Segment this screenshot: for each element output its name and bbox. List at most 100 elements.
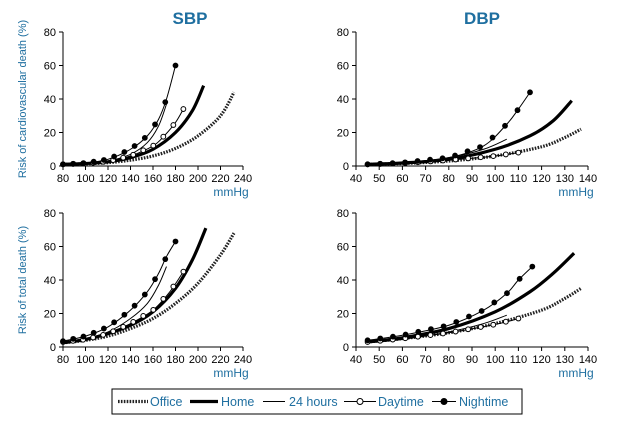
data-point	[131, 302, 138, 309]
y-tick-label: 60	[44, 61, 56, 73]
data-point	[121, 311, 128, 318]
x-tick-label: 60	[396, 354, 408, 366]
x-tick-label: 120	[532, 173, 550, 185]
data-point	[452, 152, 458, 159]
series-office	[367, 127, 582, 166]
x-tick-label: 70	[419, 354, 431, 366]
series-line	[367, 252, 576, 344]
x-tick-label: 240	[234, 173, 252, 185]
data-point	[364, 161, 371, 168]
x-tick-label: 220	[211, 354, 229, 366]
data-point	[111, 319, 118, 326]
x-tick-label: 140	[121, 173, 139, 185]
x-tick-label: 130	[556, 173, 574, 185]
data-point	[172, 238, 179, 245]
data-point	[141, 134, 148, 141]
x-tick-label: 200	[189, 173, 207, 185]
data-point	[377, 160, 383, 167]
data-point	[402, 159, 408, 166]
data-point	[364, 337, 371, 344]
data-point	[515, 149, 522, 156]
y-tick-label: 60	[337, 61, 349, 73]
data-point	[121, 149, 128, 155]
data-point	[90, 334, 96, 341]
y-tick-label: 20	[44, 128, 56, 140]
y-tick-label: 80	[44, 27, 56, 39]
y-tick-label: 0	[50, 161, 56, 173]
data-point	[141, 291, 148, 298]
x-tick-label: 140	[121, 354, 139, 366]
data-point	[140, 313, 147, 319]
x-tick-label: 160	[144, 173, 162, 185]
data-point	[414, 333, 421, 340]
x-tick-label: 100	[76, 354, 94, 366]
y-tick-label: 40	[44, 275, 56, 287]
x-tick-label: 220	[211, 173, 229, 185]
y-tick-label: 40	[337, 275, 349, 287]
data-point	[502, 318, 509, 325]
data-point	[80, 160, 87, 167]
data-point	[453, 319, 460, 325]
data-point	[162, 99, 169, 106]
legend-item-24-hours: 24 hours	[263, 395, 338, 409]
data-point	[452, 328, 459, 335]
data-point	[504, 290, 510, 297]
x-tick-label: 80	[443, 173, 455, 185]
data-point	[428, 326, 434, 332]
y-tick-label: 80	[44, 208, 56, 220]
data-point	[439, 155, 446, 162]
legend-item-home: Home	[190, 395, 254, 409]
data-point	[465, 326, 472, 333]
x-tick-label: 160	[144, 354, 162, 366]
data-point	[170, 122, 177, 128]
data-point	[162, 256, 169, 263]
legend-marker	[356, 398, 364, 405]
data-point	[101, 157, 107, 163]
series-line	[367, 127, 582, 166]
x-axis-label: mmHg	[558, 185, 593, 199]
data-point	[150, 306, 157, 313]
series-daytime	[364, 315, 522, 345]
data-point	[160, 295, 167, 302]
data-point	[529, 263, 536, 270]
data-point	[130, 319, 137, 325]
x-tick-label: 180	[166, 173, 184, 185]
data-point	[60, 338, 66, 345]
series-office	[62, 232, 236, 345]
series-line	[62, 65, 176, 165]
data-point	[377, 335, 384, 342]
data-point	[172, 62, 179, 69]
x-tick-label: 40	[350, 173, 362, 185]
x-tick-label: 50	[373, 354, 385, 366]
data-point	[111, 153, 118, 160]
column-title-dbp: DBP	[464, 9, 500, 28]
x-tick-label: 120	[532, 354, 550, 366]
x-tick-label: 120	[99, 354, 117, 366]
x-tick-label: 240	[234, 354, 252, 366]
data-point	[90, 158, 97, 165]
x-tick-label: 90	[466, 354, 478, 366]
legend-marker	[440, 398, 448, 405]
data-point	[120, 154, 127, 161]
x-axis-label: mmHg	[213, 366, 248, 380]
y-axis-label: Risk of total death (%)	[17, 226, 29, 334]
data-point	[477, 144, 483, 151]
x-tick-label: 180	[166, 354, 184, 366]
legend-label: Nightime	[459, 395, 508, 409]
data-point	[390, 333, 396, 340]
legend: Office Home 24 hours Daytime Nightime	[111, 388, 523, 415]
legend-label: Daytime	[378, 395, 424, 409]
data-point	[70, 335, 77, 342]
data-point	[491, 299, 498, 306]
data-point	[514, 107, 521, 114]
series-daytime	[60, 106, 187, 168]
data-point	[101, 325, 107, 332]
series-line	[62, 91, 236, 166]
x-tick-label: 60	[396, 173, 408, 185]
data-point	[477, 324, 484, 330]
data-point	[389, 160, 396, 167]
legend-item-office: Office	[118, 395, 182, 409]
x-tick-label: 140	[579, 173, 597, 185]
series-home	[367, 99, 573, 166]
